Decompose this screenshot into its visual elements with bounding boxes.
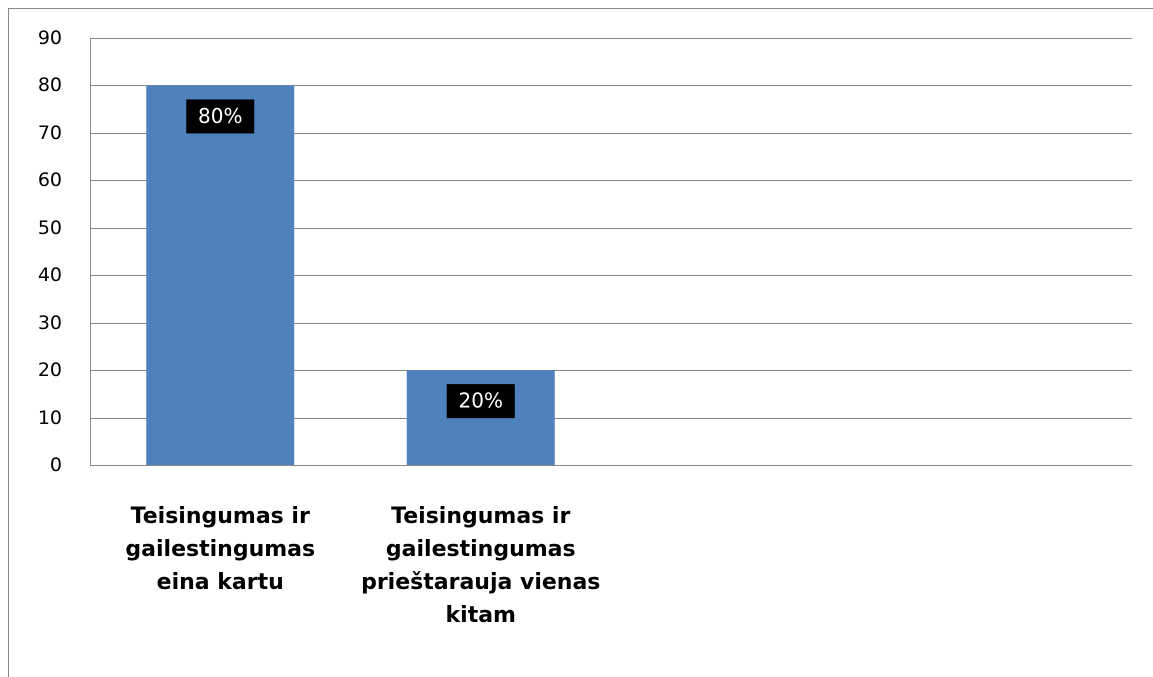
bar xyxy=(146,85,295,465)
y-tick-label: 90 xyxy=(38,27,62,49)
y-tick-label: 80 xyxy=(38,74,62,96)
data-label-box xyxy=(446,384,515,419)
y-tick-label: 40 xyxy=(38,264,62,286)
y-tick-label: 0 xyxy=(50,454,62,476)
y-tick-label: 10 xyxy=(38,407,62,429)
y-tick-label: 30 xyxy=(38,312,62,334)
y-tick-label: 60 xyxy=(38,169,62,191)
data-label: 20% xyxy=(459,389,503,413)
y-tick-label: 20 xyxy=(38,359,62,381)
data-label: 80% xyxy=(198,104,242,128)
x-tick-label: Teisingumas ir gailestingumas eina kartu xyxy=(125,504,316,595)
data-label-box xyxy=(186,99,255,134)
y-tick-label: 70 xyxy=(38,122,62,144)
y-tick-label: 50 xyxy=(38,217,62,239)
x-tick-label: Teisingumas ir gailestingumas prieštarau… xyxy=(361,504,601,628)
